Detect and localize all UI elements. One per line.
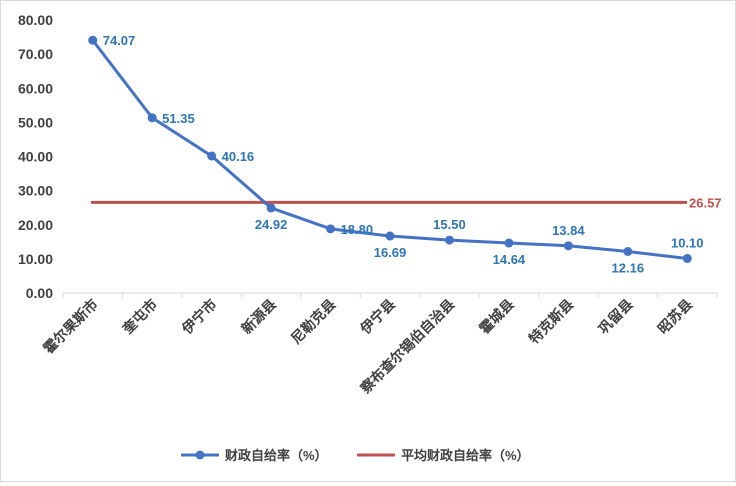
y-tick-label: 40.00: [18, 149, 53, 165]
average-series: 26.57: [91, 195, 722, 210]
data-point: [563, 241, 573, 251]
data-label: 15.50: [433, 217, 466, 232]
y-tick-label: 60.00: [18, 80, 53, 96]
data-point: [88, 35, 98, 45]
main-series: [88, 35, 692, 264]
legend-label-main: 财政自给率（%）: [225, 448, 328, 463]
data-label: 24.92: [255, 217, 288, 232]
y-tick-label: 70.00: [18, 46, 53, 62]
data-point: [266, 203, 276, 213]
x-tick-label: 巩留县: [595, 296, 636, 337]
x-tick-label: 奎屯市: [119, 296, 161, 338]
average-value-label: 26.57: [689, 195, 722, 210]
x-tick-label: 昭苏县: [654, 296, 695, 337]
x-tick-label: 霍尔果斯市: [40, 296, 101, 357]
data-point: [682, 254, 692, 264]
data-point: [623, 247, 633, 257]
data-label: 12.16: [612, 261, 645, 276]
data-label: 10.10: [671, 236, 704, 251]
y-tick-label: 30.00: [18, 183, 53, 199]
legend-marker-main: [195, 450, 205, 460]
data-label: 51.35: [162, 111, 195, 126]
legend: 财政自给率（%） 平均财政自给率（%）: [181, 448, 530, 463]
y-tick-label: 20.00: [18, 217, 53, 233]
data-point: [207, 151, 217, 161]
data-label: 16.69: [374, 245, 407, 260]
y-axis: 0.00 10.00 20.00 30.00 40.00 50.00 60.00 70.00 8…: [18, 12, 53, 301]
series-line: [91, 39, 688, 261]
data-label: 13.84: [552, 223, 585, 238]
data-label: 18.80: [341, 222, 374, 237]
data-point: [504, 238, 514, 248]
x-tick-label: 伊宁市: [178, 296, 220, 338]
y-tick-label: 80.00: [18, 12, 53, 28]
y-tick-label: 50.00: [18, 114, 53, 130]
x-tick-label: 特克斯县: [526, 296, 577, 347]
data-label: 40.16: [222, 149, 255, 164]
x-tick-label: 新源县: [238, 296, 279, 337]
x-tick-label: 尼勒克县: [288, 296, 339, 347]
data-point: [385, 231, 395, 241]
data-point: [147, 113, 157, 123]
x-tick-label: 霍城县: [476, 296, 517, 337]
data-point: [444, 235, 454, 245]
data-label: 14.64: [493, 252, 526, 267]
data-label: 74.07: [103, 33, 136, 48]
data-point: [326, 224, 336, 234]
y-tick-label: 10.00: [18, 251, 53, 267]
x-tick-label: 伊宁县: [356, 296, 398, 338]
y-tick-label: 0.00: [26, 285, 53, 301]
legend-label-average: 平均财政自给率（%）: [401, 448, 530, 463]
